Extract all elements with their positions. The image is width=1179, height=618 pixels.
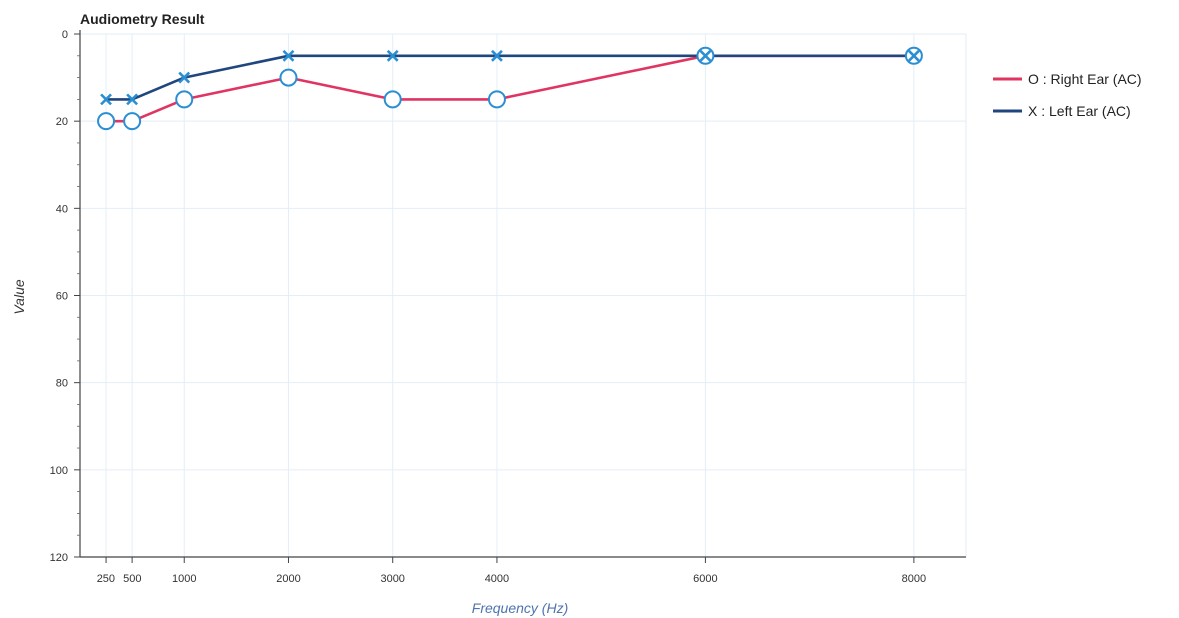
left-ear-point: [282, 49, 295, 62]
x-marker-stroke: [699, 49, 712, 62]
legend-label-left-ear: X : Left Ear (AC): [1028, 103, 1131, 119]
chart-title: Audiometry Result: [80, 11, 205, 27]
x-marker-stroke: [178, 71, 191, 84]
y-tick-label-5: 100: [50, 465, 68, 477]
left-ear-point: [491, 49, 503, 62]
left-ear-point: [100, 93, 112, 106]
grid-layer: [80, 33, 967, 558]
y-tick-label-0: 0: [62, 29, 68, 41]
right-ear-point: [279, 68, 298, 87]
x-axis-title: Frequency (Hz): [472, 600, 568, 616]
y-tick-label-2: 40: [56, 203, 68, 215]
x-tick-label-5: 4000: [485, 573, 509, 585]
x-tick-label-6: 6000: [693, 573, 717, 585]
axis-layer: 0 20 40 60 80 100 120 250 500 1000 2000 3000 4000 600…: [50, 29, 966, 585]
x-tick-label-0: 250: [97, 573, 115, 585]
marker-layer: [97, 46, 923, 131]
y-tick-label-3: 60: [56, 291, 68, 303]
right-ear-point: [383, 90, 402, 109]
right-ear-point: [123, 112, 142, 131]
x-tick-label-1: 500: [123, 573, 141, 585]
y-tick-label-1: 20: [56, 116, 68, 128]
left-ear-point: [699, 49, 712, 62]
x-tick-label-7: 8000: [902, 573, 926, 585]
legend: O : Right Ear (AC) X : Left Ear (AC): [993, 71, 1142, 119]
series-line-0: [106, 54, 914, 123]
x-tick-label-2: 1000: [172, 573, 196, 585]
y-tick-label-4: 80: [56, 378, 68, 390]
right-ear-point: [97, 112, 116, 131]
x-tick-label-4: 3000: [380, 573, 404, 585]
right-ear-point: [175, 90, 194, 109]
left-ear-point: [178, 71, 191, 84]
legend-label-right-ear: O : Right Ear (AC): [1028, 71, 1142, 87]
x-marker-stroke: [907, 49, 920, 62]
series-line-1: [106, 54, 914, 101]
x-marker-stroke: [491, 49, 503, 62]
y-tick-label-6: 120: [50, 552, 68, 564]
series-layer: [106, 54, 914, 123]
x-marker-stroke: [282, 49, 295, 62]
left-ear-point: [126, 93, 139, 106]
x-marker-stroke: [126, 93, 139, 106]
y-axis-title: Value: [11, 279, 27, 315]
left-ear-point: [907, 49, 920, 62]
x-marker-stroke: [100, 93, 112, 106]
x-tick-label-3: 2000: [276, 573, 300, 585]
left-ear-point: [386, 49, 399, 62]
right-ear-point: [487, 90, 506, 109]
x-marker-stroke: [386, 49, 399, 62]
